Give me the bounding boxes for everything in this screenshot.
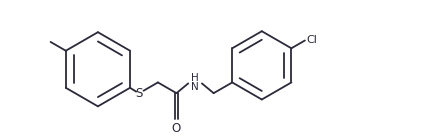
Text: H
N: H N (191, 73, 199, 92)
Text: Cl: Cl (307, 35, 318, 46)
Text: O: O (172, 122, 181, 135)
Text: S: S (136, 87, 143, 100)
